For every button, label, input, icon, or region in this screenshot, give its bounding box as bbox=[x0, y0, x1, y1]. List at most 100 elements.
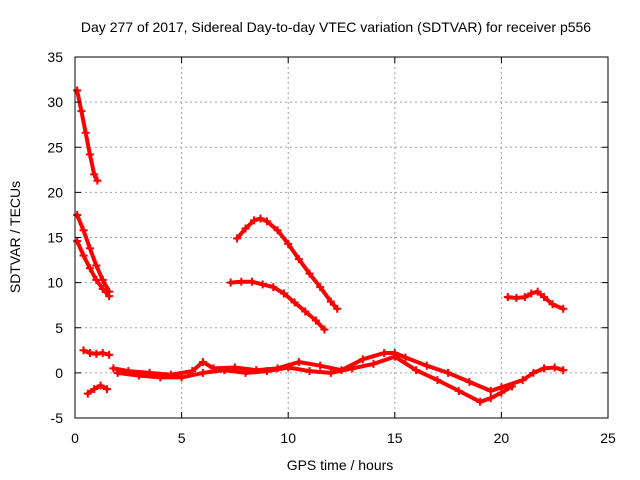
data-point bbox=[73, 86, 82, 95]
y-axis: -5 0 5 10 15 20 25 30 35 bbox=[47, 49, 608, 426]
y-tick-label: 0 bbox=[55, 365, 63, 381]
data-point bbox=[81, 128, 90, 137]
data-point bbox=[390, 352, 399, 361]
x-axis: 0 5 10 15 20 25 bbox=[71, 57, 616, 446]
y-axis-label: SDTVAR / TECUs bbox=[7, 181, 23, 293]
data-point bbox=[369, 359, 378, 368]
data-point bbox=[305, 367, 314, 376]
data-point bbox=[109, 364, 118, 373]
data-point bbox=[533, 287, 542, 296]
data-point bbox=[92, 261, 101, 270]
data-point bbox=[220, 366, 229, 375]
data-point bbox=[237, 277, 246, 286]
data-point bbox=[250, 216, 259, 225]
y-tick-label: 35 bbox=[47, 49, 63, 65]
data-point bbox=[358, 355, 367, 364]
data-point bbox=[233, 234, 242, 243]
chart-title: Day 277 of 2017, Sidereal Day-to-day VTE… bbox=[81, 19, 591, 35]
data-point bbox=[316, 283, 325, 292]
data-point bbox=[98, 349, 107, 358]
y-tick-label: 30 bbox=[47, 94, 63, 110]
data-point bbox=[73, 210, 82, 219]
data-point bbox=[79, 226, 88, 235]
data-point bbox=[465, 377, 474, 386]
data-point bbox=[273, 226, 282, 235]
data-point bbox=[134, 371, 143, 380]
data-point bbox=[96, 381, 105, 390]
data-point bbox=[102, 385, 111, 394]
data-point bbox=[476, 397, 485, 406]
data-point bbox=[497, 388, 506, 397]
data-point bbox=[262, 367, 271, 376]
data-point bbox=[269, 283, 278, 292]
data-point bbox=[301, 307, 310, 316]
data-point bbox=[85, 150, 94, 159]
data-point bbox=[113, 368, 122, 377]
data-point bbox=[433, 376, 442, 385]
series-layer bbox=[73, 86, 568, 406]
data-point bbox=[559, 366, 568, 375]
data-point bbox=[290, 298, 299, 307]
x-tick-label: 25 bbox=[600, 430, 616, 446]
data-point bbox=[156, 373, 165, 382]
series-line bbox=[235, 216, 340, 311]
data-point bbox=[79, 346, 88, 355]
grid-lines bbox=[75, 57, 608, 418]
data-point bbox=[422, 361, 431, 370]
data-point bbox=[401, 353, 410, 362]
data-point bbox=[247, 277, 256, 286]
data-point bbox=[305, 269, 314, 278]
y-tick-label: 10 bbox=[47, 275, 63, 291]
y-tick-label: 15 bbox=[47, 230, 63, 246]
series-arc-10 bbox=[503, 287, 568, 313]
data-point bbox=[79, 251, 88, 260]
data-point bbox=[90, 385, 99, 394]
series-arc-2 bbox=[73, 210, 114, 296]
series-arc-7 bbox=[113, 352, 517, 406]
data-point bbox=[529, 368, 538, 377]
data-point bbox=[198, 368, 207, 377]
series-line bbox=[75, 88, 100, 183]
x-tick-label: 15 bbox=[387, 430, 403, 446]
data-point bbox=[316, 361, 325, 370]
data-point bbox=[92, 275, 101, 284]
data-point bbox=[520, 293, 529, 302]
data-point bbox=[93, 176, 102, 185]
data-point bbox=[486, 394, 495, 403]
data-point bbox=[241, 224, 250, 233]
data-point bbox=[527, 289, 536, 298]
y-tick-label: -5 bbox=[51, 410, 64, 426]
data-point bbox=[77, 107, 86, 116]
x-tick-label: 10 bbox=[280, 430, 296, 446]
data-point bbox=[105, 350, 114, 359]
data-point bbox=[540, 293, 549, 302]
data-point bbox=[550, 363, 559, 372]
data-point bbox=[262, 217, 271, 226]
data-point bbox=[348, 364, 357, 373]
data-point bbox=[73, 237, 82, 246]
series-arc-5 bbox=[83, 381, 111, 398]
data-point bbox=[279, 289, 288, 298]
data-point bbox=[241, 368, 250, 377]
x-tick-label: 5 bbox=[178, 430, 186, 446]
series-line bbox=[75, 239, 112, 299]
data-point bbox=[512, 293, 521, 302]
data-point bbox=[508, 382, 517, 391]
data-point bbox=[226, 278, 235, 287]
x-axis-label: GPS time / hours bbox=[287, 457, 394, 473]
data-point bbox=[90, 170, 99, 179]
series-arc-3 bbox=[73, 237, 114, 301]
series-arc-1 bbox=[73, 86, 102, 185]
series-arc-8 bbox=[226, 277, 329, 334]
x-tick-label: 0 bbox=[71, 430, 79, 446]
data-point bbox=[559, 304, 568, 313]
data-point bbox=[486, 386, 495, 395]
data-point bbox=[412, 366, 421, 375]
data-point bbox=[83, 389, 92, 398]
data-point bbox=[548, 300, 557, 309]
data-point bbox=[326, 368, 335, 377]
data-point bbox=[326, 297, 335, 306]
data-point bbox=[294, 358, 303, 367]
y-tick-label: 25 bbox=[47, 139, 63, 155]
series-arc-9 bbox=[233, 214, 342, 313]
